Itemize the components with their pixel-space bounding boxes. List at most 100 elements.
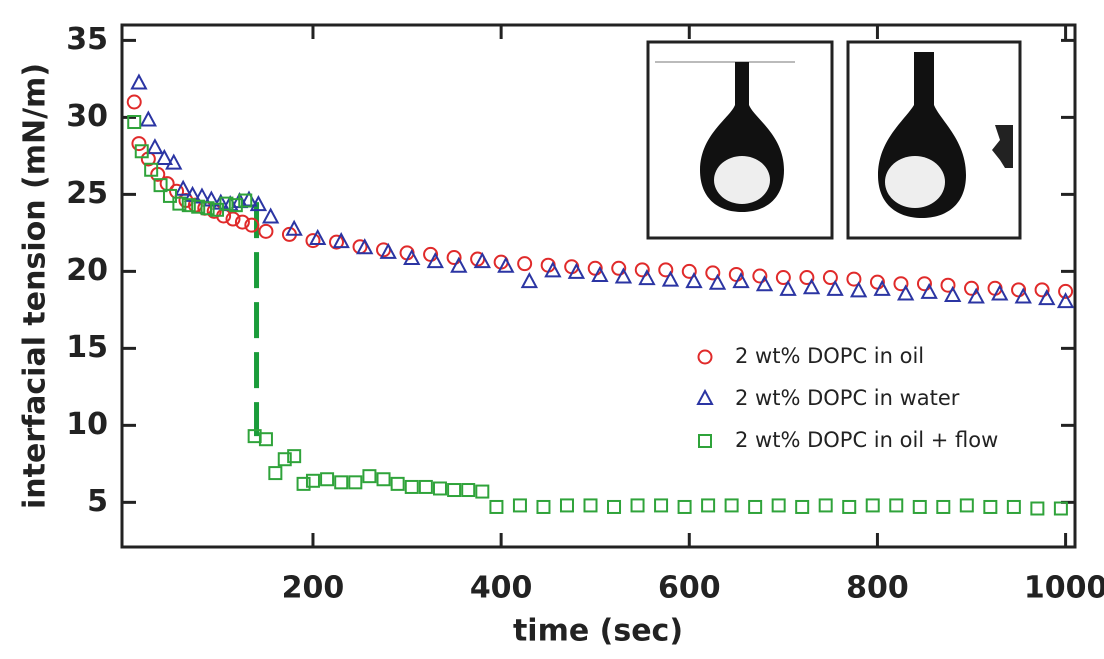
marker-square	[983, 499, 998, 514]
y-tick-label: 10	[66, 407, 108, 442]
legend-label: 2 wt% DOPC in water	[735, 386, 960, 410]
marker-triangle	[356, 238, 374, 255]
marker-square	[162, 188, 177, 203]
marker-triangle	[1038, 288, 1056, 306]
legend-label: 2 wt% DOPC in oil	[735, 344, 924, 368]
marker-triangle	[130, 73, 148, 90]
x-tick-label: 1000	[1024, 571, 1104, 606]
marker-square	[127, 115, 142, 130]
legend-label: 2 wt% DOPC in oil + flow	[735, 428, 998, 452]
marker-square	[134, 144, 149, 159]
marker-square	[144, 162, 159, 177]
marker-square	[654, 498, 669, 513]
marker-triangle	[873, 279, 891, 296]
marker-square	[418, 479, 433, 494]
inset-images	[646, 40, 1022, 240]
marker-triangle	[685, 272, 703, 289]
marker-square	[1030, 501, 1045, 516]
marker-square	[268, 466, 283, 481]
marker-circle	[446, 250, 462, 266]
marker-square	[258, 432, 273, 447]
droplet-highlight	[714, 156, 770, 204]
marker-triangle	[567, 262, 586, 279]
marker-triangle	[261, 207, 280, 224]
marker-square	[489, 499, 504, 514]
marker-triangle	[591, 265, 609, 282]
marker-circle	[964, 280, 980, 296]
legend-marker	[697, 349, 713, 365]
marker-triangle	[497, 256, 515, 273]
marker-circle	[681, 263, 697, 279]
marker-triangle	[779, 279, 797, 296]
marker-square	[536, 499, 551, 514]
marker-triangle	[896, 284, 915, 301]
marker-triangle	[332, 232, 350, 249]
marker-square	[390, 476, 405, 491]
marker-circle	[1034, 282, 1050, 298]
marker-circle	[940, 277, 956, 293]
y-tick-label: 15	[66, 330, 108, 365]
marker-circle	[775, 270, 791, 286]
marker-square	[362, 469, 377, 484]
marker-square	[153, 178, 168, 193]
marker-square	[447, 483, 462, 498]
marker-circle	[1058, 283, 1074, 299]
marker-square	[842, 499, 857, 514]
marker-square	[296, 476, 311, 491]
y-axis-title: interfacial tension (mN/m)	[18, 63, 53, 509]
marker-circle	[799, 270, 815, 286]
marker-circle	[634, 262, 650, 278]
marker-triangle	[165, 153, 183, 170]
plot-frame	[120, 23, 1077, 549]
marker-triangle	[920, 282, 938, 299]
marker-triangle	[638, 268, 656, 286]
x-tick-label: 800	[846, 571, 909, 606]
marker-square	[305, 473, 320, 488]
marker-triangle	[426, 252, 444, 269]
marker-triangle	[403, 248, 421, 266]
flow-nozzle	[992, 125, 1013, 168]
y-tick-label: 30	[66, 99, 108, 134]
marker-square	[228, 198, 243, 213]
marker-triangle	[450, 256, 468, 273]
marker-triangle	[544, 261, 562, 278]
marker-square	[724, 498, 739, 513]
marker-circle	[517, 256, 533, 272]
marker-triangle	[139, 110, 158, 127]
marker-triangle	[755, 275, 774, 292]
y-tick-label: 20	[66, 253, 108, 288]
marker-triangle	[802, 278, 821, 295]
marker-triangle	[379, 242, 397, 259]
marker-triangle	[155, 148, 174, 165]
marker-square	[701, 498, 716, 513]
marker-circle	[126, 94, 142, 110]
marker-square	[630, 498, 645, 513]
marker-square	[287, 449, 302, 464]
marker-triangle	[520, 272, 539, 289]
marker-circle	[258, 223, 274, 239]
marker-triangle	[473, 252, 491, 269]
y-tick-label: 25	[66, 176, 108, 211]
marker-circle	[305, 233, 321, 249]
marker-triangle	[285, 219, 303, 236]
legend-marker	[696, 388, 714, 405]
x-tick-label: 600	[658, 571, 721, 606]
marker-circle	[328, 234, 344, 250]
marker-square	[191, 199, 206, 214]
needle	[914, 52, 934, 107]
marker-square	[320, 472, 335, 487]
marker-square	[865, 498, 880, 513]
y-tick-label: 35	[66, 22, 108, 57]
marker-square	[334, 475, 349, 490]
marker-square	[912, 499, 927, 514]
marker-square	[583, 498, 598, 513]
marker-circle	[244, 217, 260, 233]
marker-triangle	[708, 273, 727, 290]
x-tick-label: 400	[470, 571, 533, 606]
marker-triangle	[1056, 292, 1075, 309]
droplet-highlight	[885, 156, 945, 208]
marker-circle	[234, 214, 250, 230]
marker-square	[238, 193, 253, 208]
marker-square	[1006, 499, 1021, 514]
marker-square	[771, 498, 786, 513]
